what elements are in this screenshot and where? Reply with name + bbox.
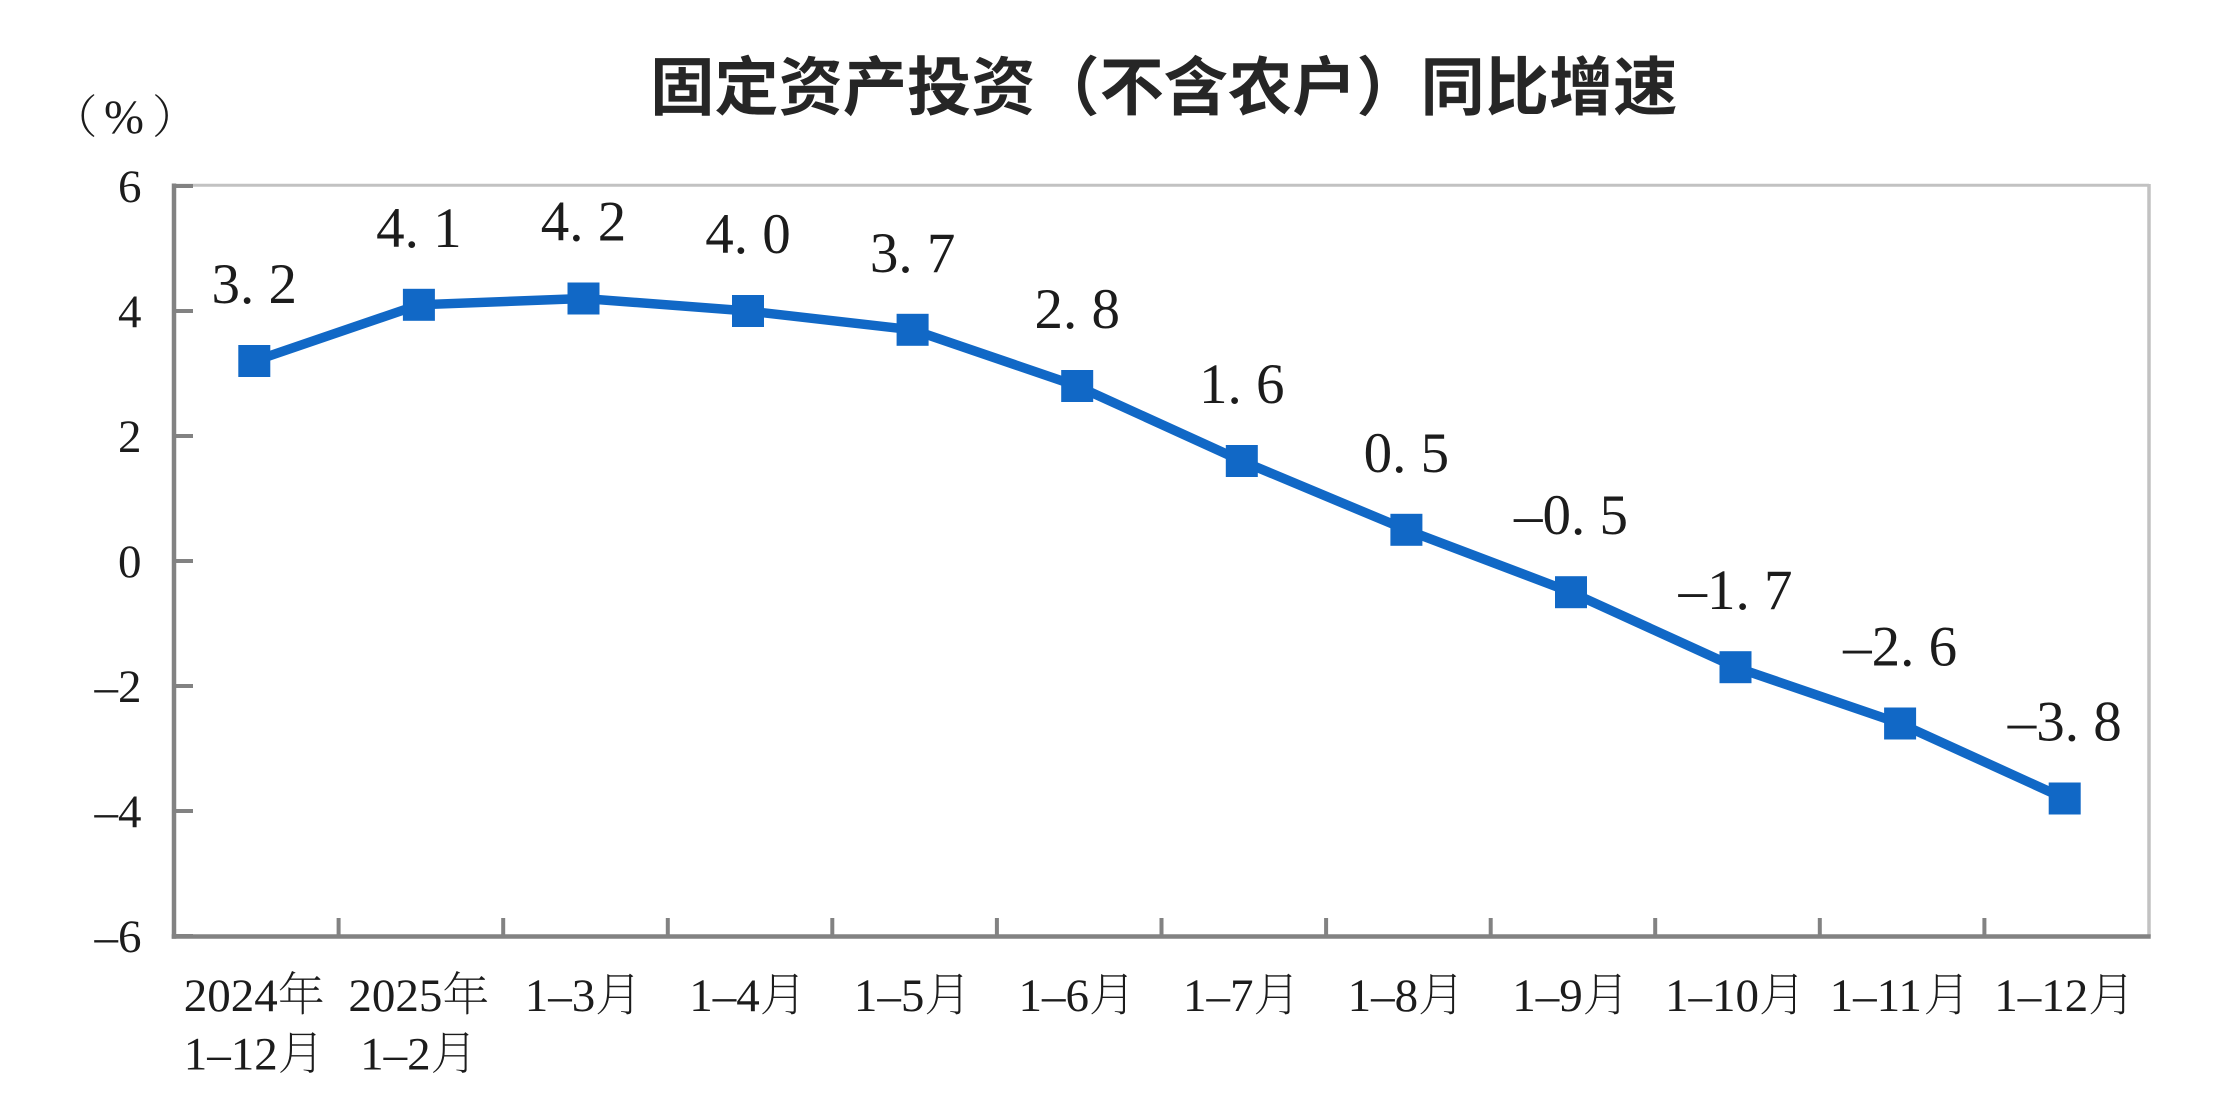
svg-text:2024: 2024 — [184, 970, 278, 1022]
svg-text:1. 6: 1. 6 — [1199, 353, 1285, 416]
svg-text:1–8: 1–8 — [1348, 970, 1419, 1022]
svg-text:0: 0 — [118, 536, 142, 588]
svg-text:1–5: 1–5 — [854, 970, 925, 1022]
svg-text:3. 2: 3. 2 — [212, 253, 298, 316]
svg-text:1–4: 1–4 — [689, 970, 760, 1022]
svg-text:–2. 6: –2. 6 — [1842, 616, 1957, 679]
svg-text:–4: –4 — [94, 786, 142, 838]
svg-text:1–2: 1–2 — [360, 1029, 431, 1081]
svg-text:0. 5: 0. 5 — [1364, 422, 1450, 485]
svg-text:4: 4 — [118, 286, 142, 338]
svg-text:4. 0: 4. 0 — [705, 203, 791, 266]
svg-text:1–12: 1–12 — [184, 1029, 278, 1081]
svg-text:1–12: 1–12 — [1994, 970, 2088, 1022]
svg-text:–2: –2 — [94, 661, 142, 713]
svg-text:%: % — [104, 91, 144, 144]
svg-text:2: 2 — [118, 411, 142, 463]
svg-text:2. 8: 2. 8 — [1034, 278, 1120, 341]
svg-text:1–9: 1–9 — [1512, 970, 1583, 1022]
svg-text:4. 2: 4. 2 — [541, 191, 627, 254]
svg-text:–6: –6 — [94, 911, 142, 963]
svg-text:–1. 7: –1. 7 — [1678, 559, 1793, 622]
svg-text:–3. 8: –3. 8 — [2007, 691, 2122, 754]
svg-text:1–11: 1–11 — [1830, 970, 1922, 1022]
svg-text:3. 7: 3. 7 — [870, 222, 956, 285]
svg-text:2025: 2025 — [348, 970, 442, 1022]
svg-text:1–6: 1–6 — [1019, 970, 1090, 1022]
svg-text:1–10: 1–10 — [1665, 970, 1759, 1022]
svg-text:–0. 5: –0. 5 — [1513, 484, 1628, 547]
svg-text:6: 6 — [118, 161, 142, 213]
svg-text:4. 1: 4. 1 — [376, 197, 462, 260]
svg-text:1–3: 1–3 — [525, 970, 596, 1022]
svg-text:1–7: 1–7 — [1183, 970, 1254, 1022]
